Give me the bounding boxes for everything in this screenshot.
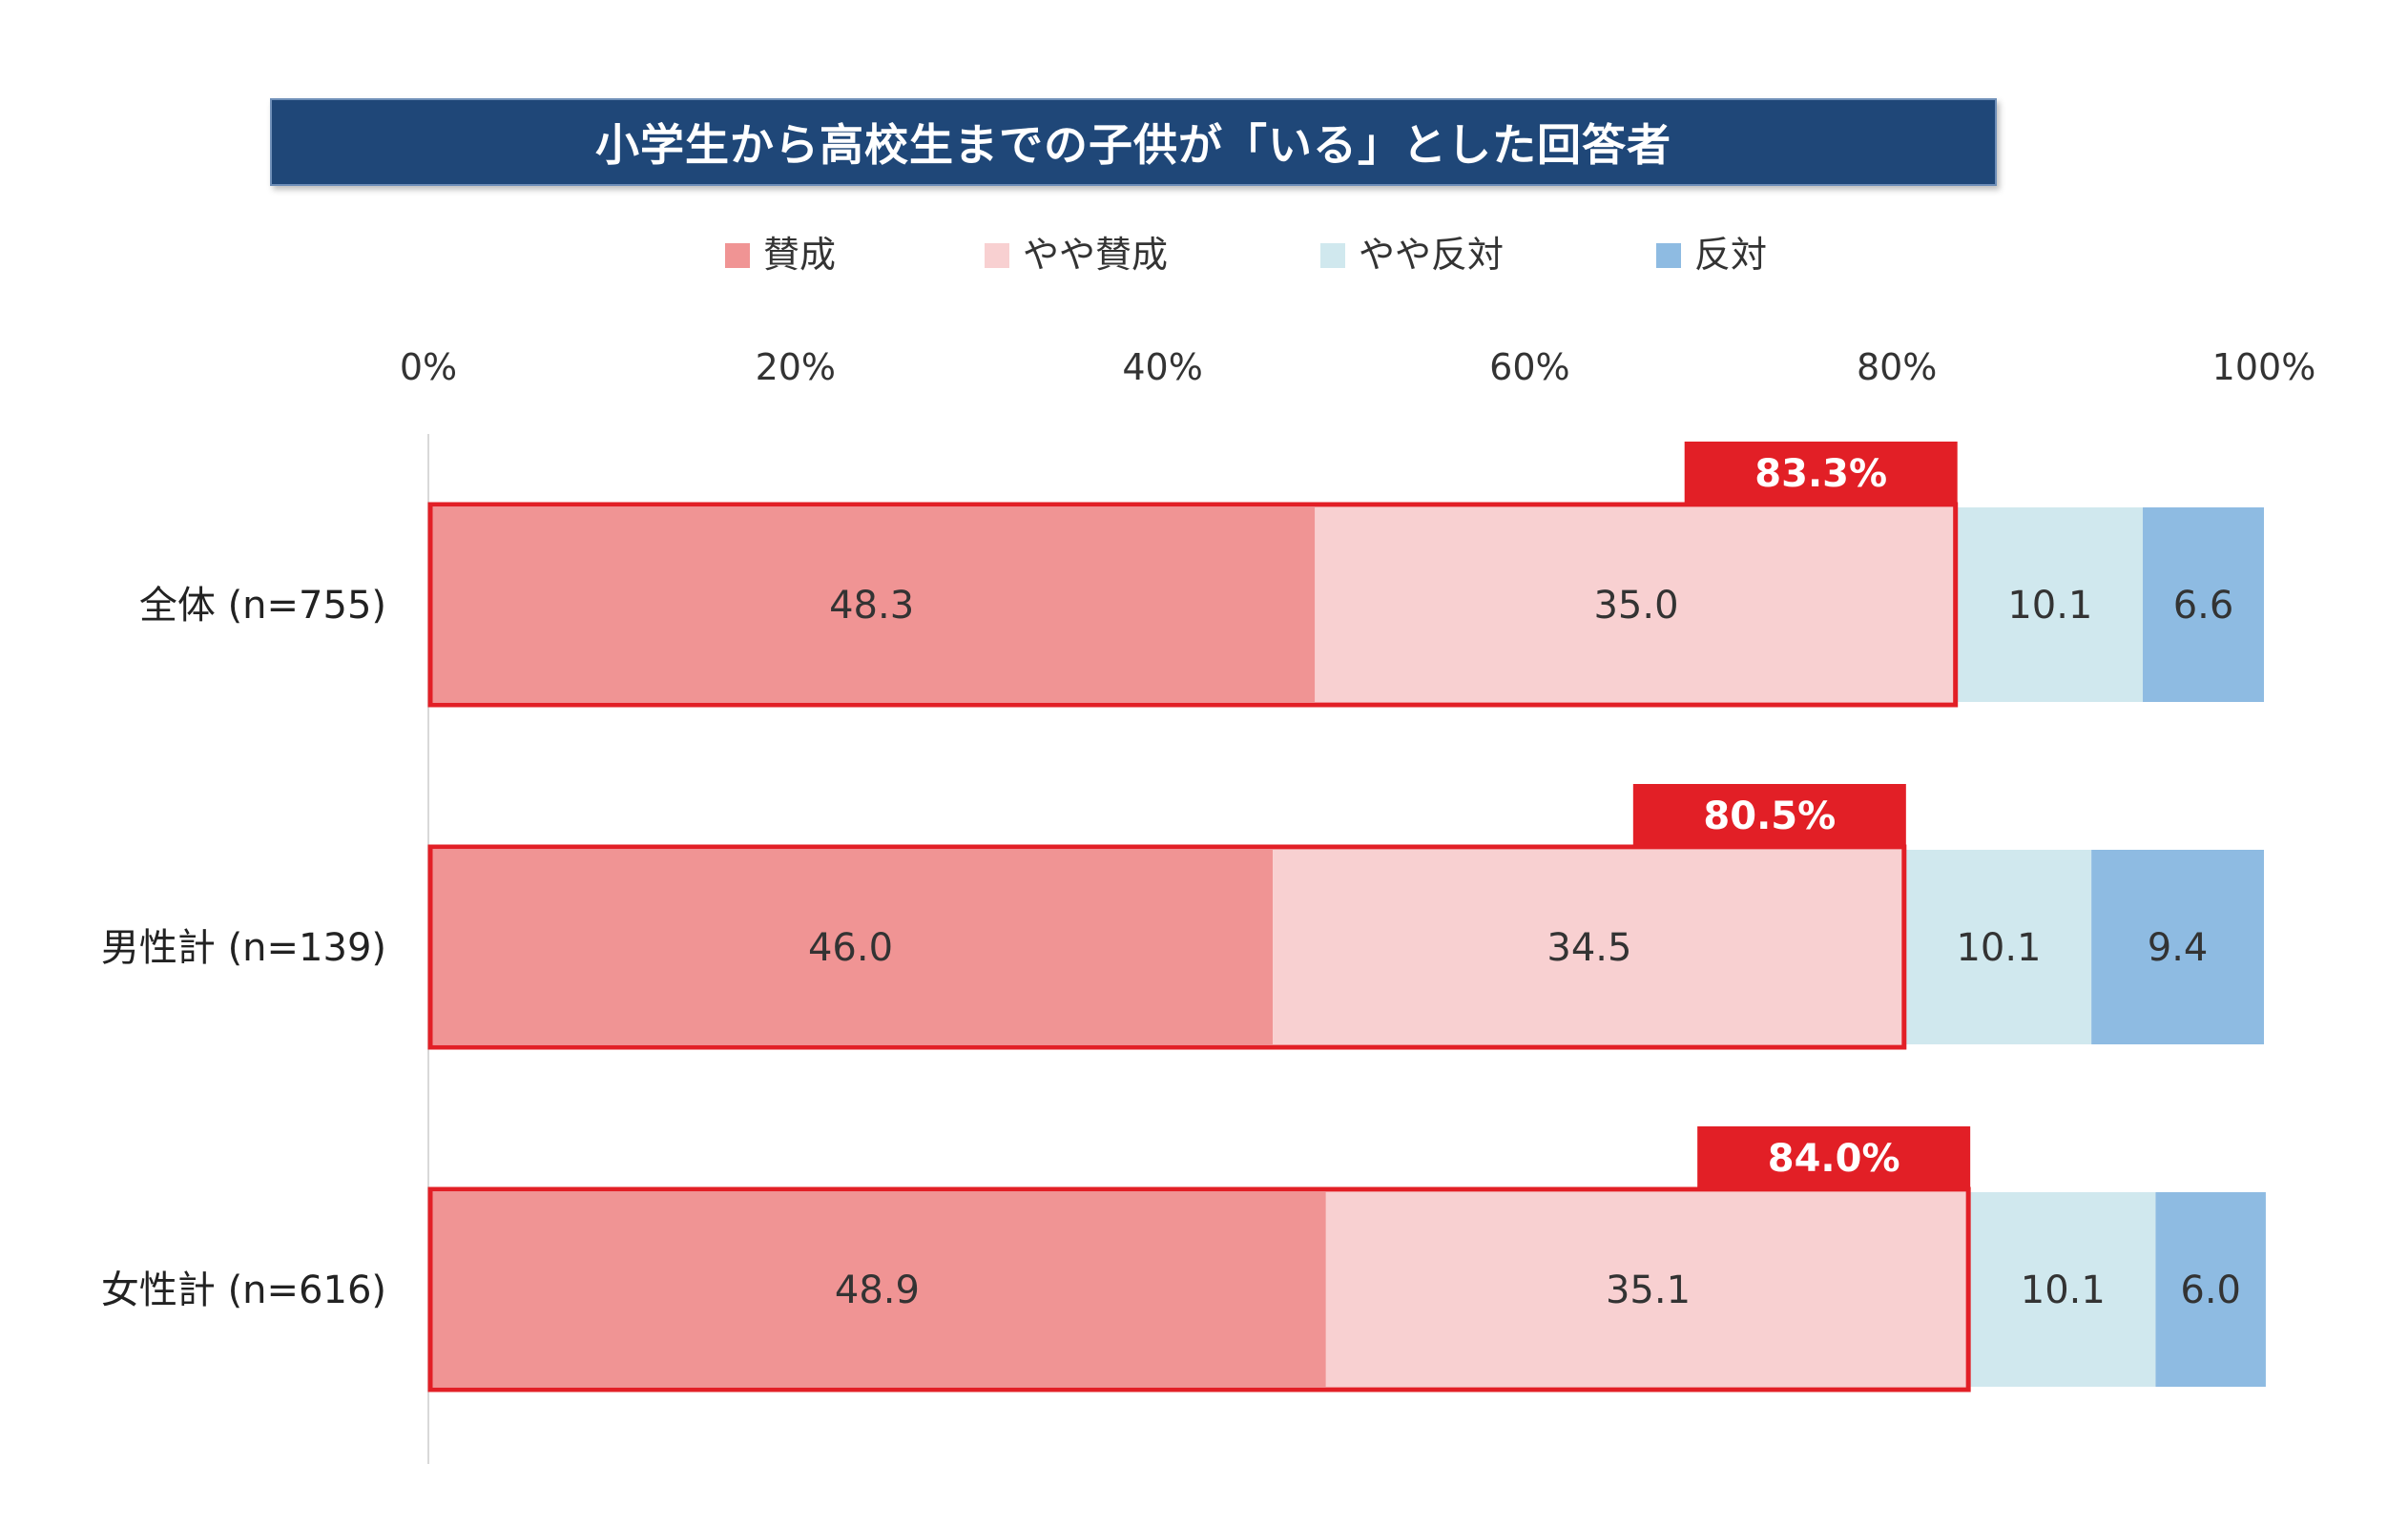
legend-item: 反対: [1656, 227, 1768, 276]
x-tick-label: 80%: [1857, 346, 1937, 388]
bar-segment: [2143, 507, 2264, 702]
x-tick-label: 20%: [756, 346, 836, 388]
bar-segment: [1905, 850, 2092, 1044]
bar-segment: [428, 1192, 1326, 1387]
chart-title: 小学生から高校生までの子供が「いる」とした回答者: [270, 98, 1997, 186]
bar-segment: [1273, 850, 1906, 1044]
legend-item: やや賛成: [985, 227, 1169, 276]
x-tick-label: 60%: [1489, 346, 1569, 388]
bar-segment: [1957, 507, 2144, 702]
bar-segment: [1315, 507, 1958, 702]
bar-value-label: 6.6: [2173, 584, 2234, 628]
bar-value-label: 10.1: [1956, 926, 2041, 970]
x-tick-label: 40%: [1122, 346, 1202, 388]
legend-swatch: [1656, 243, 1681, 268]
legend-label: 反対: [1694, 233, 1768, 276]
highlight-frame: [427, 844, 1907, 1050]
row-label: 全体 (n=755): [139, 584, 386, 628]
bar-segment: [2155, 1192, 2266, 1387]
legend-label: 賛成: [763, 233, 837, 276]
bar-value-label: 48.3: [829, 584, 914, 628]
bar-segment: [1325, 1192, 1971, 1387]
total-badge: [1632, 784, 1906, 847]
bar-segment: [2091, 850, 2264, 1044]
legend-label: やや賛成: [1023, 233, 1169, 276]
bar-segment: [428, 850, 1274, 1044]
legend-label: やや反対: [1359, 233, 1505, 276]
x-tick-label: 0%: [400, 346, 457, 388]
bar-value-label: 6.0: [2180, 1268, 2241, 1312]
total-label: 84.0%: [1768, 1137, 1900, 1181]
bar-value-label: 10.1: [2007, 584, 2092, 628]
legend-item: やや反対: [1320, 227, 1505, 276]
highlight-frame: [427, 502, 1959, 708]
bar-value-label: 35.0: [1593, 584, 1678, 628]
highlight-frame: [427, 1186, 1971, 1392]
bar-value-label: 35.1: [1606, 1268, 1691, 1312]
bar-value-label: 10.1: [2021, 1268, 2106, 1312]
bar-value-label: 48.9: [835, 1268, 920, 1312]
legend-swatch: [725, 243, 750, 268]
total-badge: [1684, 442, 1958, 505]
legend-item: 賛成: [725, 227, 837, 276]
total-label: 80.5%: [1703, 794, 1836, 838]
bar-segment: [428, 507, 1316, 702]
bar-value-label: 9.4: [2148, 926, 2209, 970]
bar-value-label: 46.0: [808, 926, 893, 970]
bar-value-label: 34.5: [1547, 926, 1631, 970]
row-label: 男性計 (n=139): [101, 926, 386, 970]
x-tick-label: 100%: [2212, 346, 2316, 388]
legend-swatch: [1320, 243, 1345, 268]
row-label: 女性計 (n=616): [101, 1268, 386, 1312]
total-label: 83.3%: [1754, 452, 1887, 496]
total-badge: [1697, 1126, 1971, 1189]
legend-swatch: [985, 243, 1009, 268]
bar-segment: [1970, 1192, 2156, 1387]
